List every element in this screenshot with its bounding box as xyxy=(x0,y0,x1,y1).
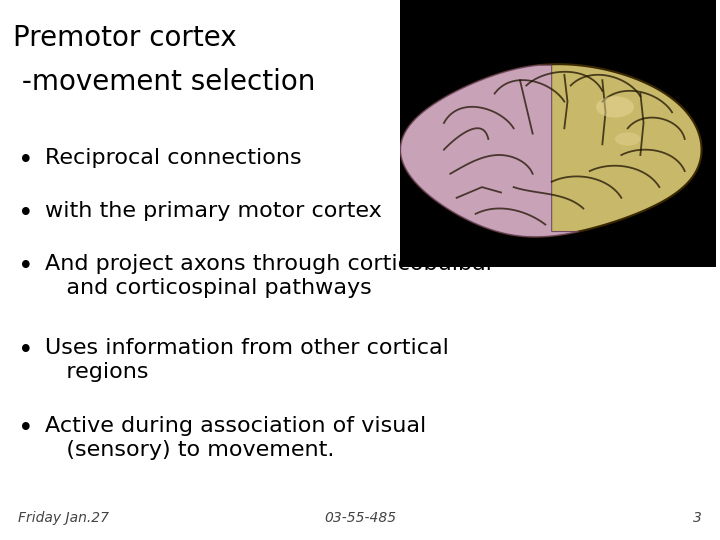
Text: 03-55-485: 03-55-485 xyxy=(324,511,396,525)
FancyBboxPatch shape xyxy=(400,0,716,267)
Text: Reciprocal connections: Reciprocal connections xyxy=(45,148,301,168)
Ellipse shape xyxy=(615,132,640,146)
Text: •: • xyxy=(18,338,34,363)
Text: Friday Jan.27: Friday Jan.27 xyxy=(18,511,109,525)
Text: •: • xyxy=(18,254,34,280)
Text: •: • xyxy=(18,416,34,442)
Text: -movement selection: -movement selection xyxy=(13,68,315,96)
Polygon shape xyxy=(400,65,579,237)
Text: Active during association of visual
   (sensory) to movement.: Active during association of visual (sen… xyxy=(45,416,426,460)
Text: And project axons through corticobulbar
   and corticospinal pathways: And project axons through corticobulbar … xyxy=(45,254,495,298)
Text: 3: 3 xyxy=(693,511,702,525)
Ellipse shape xyxy=(596,96,634,118)
Text: Premotor cortex: Premotor cortex xyxy=(13,24,237,52)
Polygon shape xyxy=(400,64,701,237)
Text: •: • xyxy=(18,148,34,174)
Text: with the primary motor cortex: with the primary motor cortex xyxy=(45,201,382,221)
Text: Uses information from other cortical
   regions: Uses information from other cortical reg… xyxy=(45,338,449,381)
Text: •: • xyxy=(18,201,34,227)
